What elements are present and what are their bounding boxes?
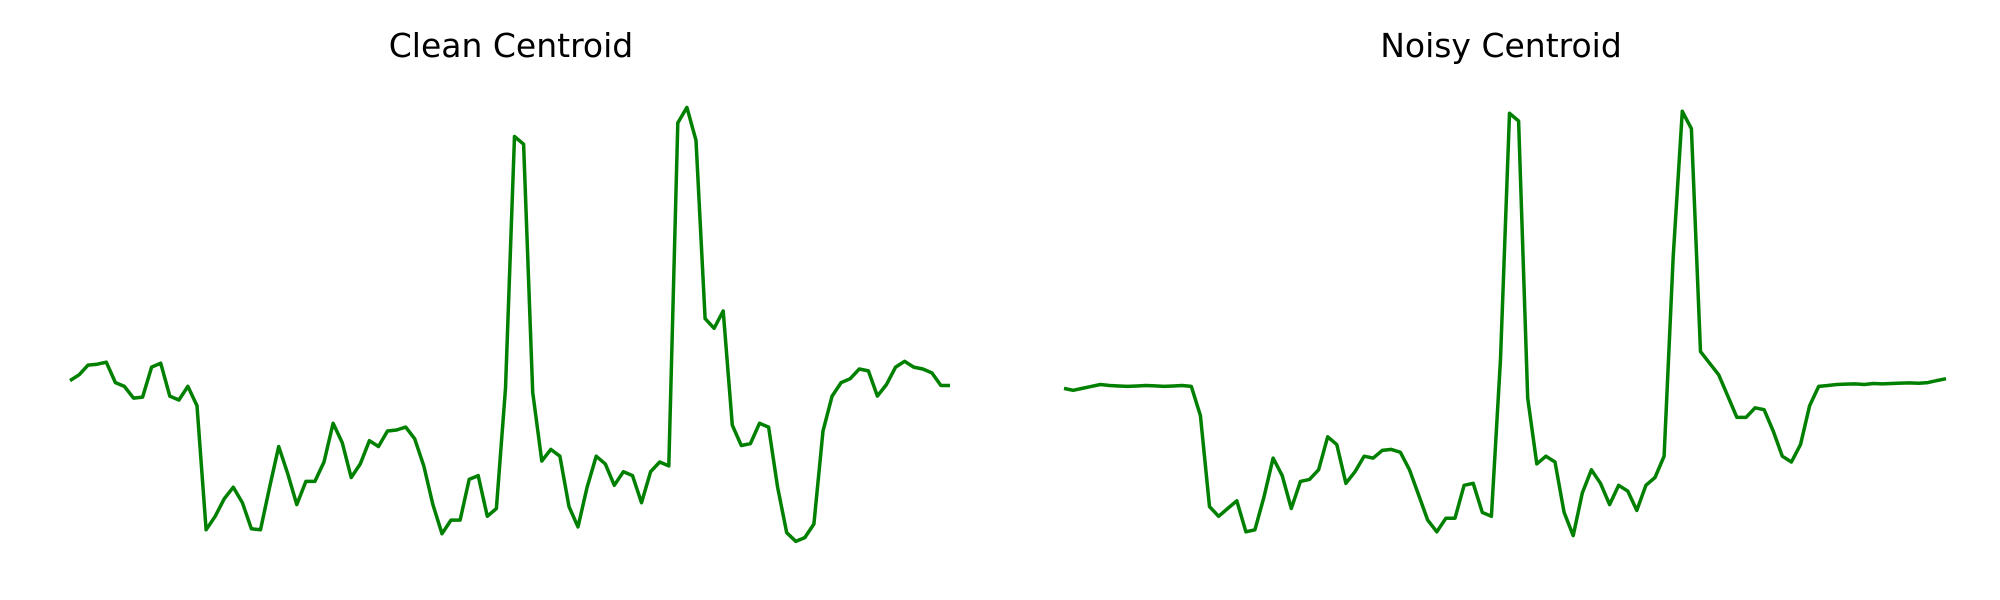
chart-title-noisy-centroid: Noisy Centroid — [1380, 26, 1622, 65]
chart-clean-centroid: Clean Centroid — [69, 26, 950, 544]
plot-area-noisy-centroid — [1063, 109, 1947, 538]
series-line-noisy-centroid — [1063, 109, 1947, 538]
plot-area-clean-centroid — [69, 105, 950, 544]
series-line-clean-centroid — [69, 105, 950, 544]
chart-noisy-centroid: Noisy Centroid — [1063, 26, 1947, 538]
chart-title-clean-centroid: Clean Centroid — [389, 26, 634, 65]
